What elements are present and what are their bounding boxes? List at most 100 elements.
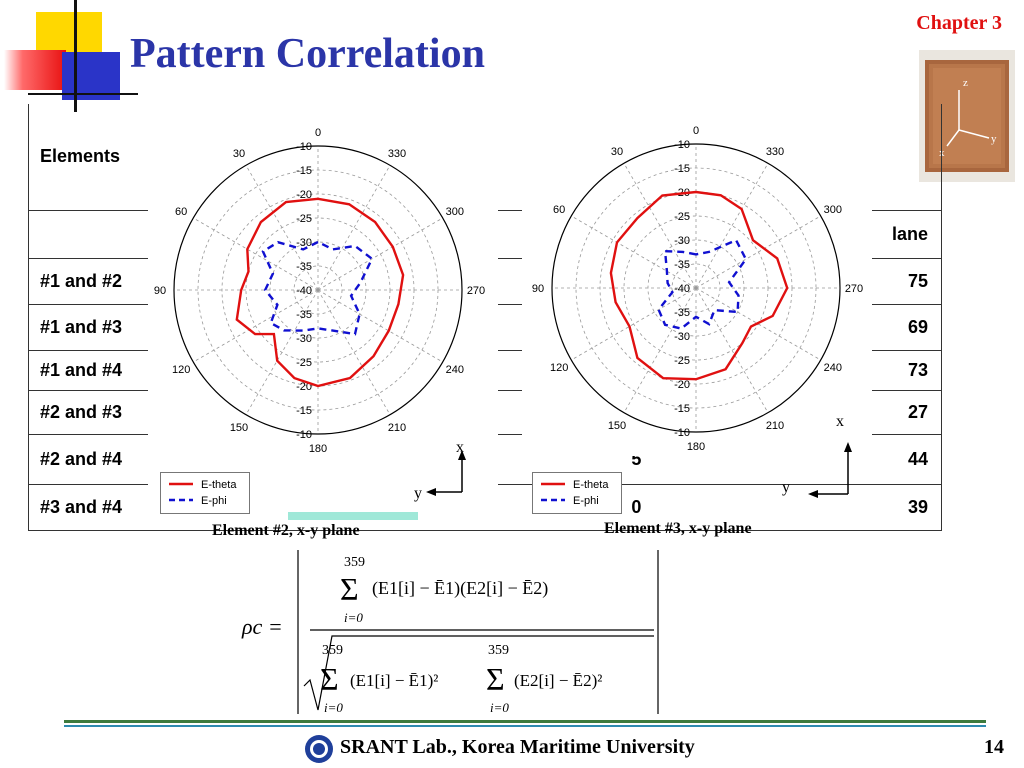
decor-blue-square (62, 52, 120, 100)
polar-spoke (695, 215, 821, 289)
svg-text:Σ: Σ (320, 661, 339, 697)
university-logo-icon (305, 735, 333, 763)
decor-red-square (4, 50, 66, 90)
axis-y-label: y (414, 485, 422, 502)
radial-label: -30 (296, 237, 312, 249)
angle-label: 30 (611, 146, 623, 158)
e-theta-trace (235, 197, 405, 388)
axis-x-label: x (836, 413, 844, 430)
radial-label: -35 (674, 259, 690, 271)
axis-y-label: y (782, 479, 790, 496)
radial-label: -10 (674, 427, 690, 439)
correlation-formula: ρc = 359 Σ i=0 (E1[i] − Ē1)(E2[i] − Ē2) … (241, 550, 659, 715)
angle-label: 330 (766, 146, 784, 158)
radial-label: -30 (674, 331, 690, 343)
svg-text:Σ: Σ (486, 661, 505, 697)
polar-spoke (193, 217, 319, 291)
den-sum2-upper: 359 (488, 643, 509, 658)
radial-label: -15 (674, 163, 690, 175)
radial-label: -25 (674, 355, 690, 367)
legend-element-3: E-theta E-phi (532, 472, 622, 514)
radial-label: -35 (296, 261, 312, 273)
footer-rule-green (64, 720, 986, 723)
radial-label: -15 (296, 405, 312, 417)
polar-spoke (317, 289, 391, 415)
formula-lhs: ρc = (241, 614, 283, 639)
highlight-bar (288, 512, 418, 520)
radial-label: -15 (674, 403, 690, 415)
polar-ring (173, 145, 463, 435)
radial-label: -10 (674, 139, 690, 151)
angle-label: 300 (824, 204, 842, 216)
angle-label: 180 (687, 441, 705, 453)
polar-spoke (623, 287, 697, 413)
table-cell-v2: 39 (651, 483, 942, 531)
svg-text:Σ: Σ (340, 571, 359, 607)
slide-title: Pattern Correlation (130, 31, 485, 77)
angle-label: 150 (608, 420, 626, 432)
photo-axis-y: y (991, 133, 997, 145)
decor-vertical-line (74, 0, 77, 112)
polar-plot-svg: 0 30 60 90 120 150 180 210 240 270 300 330 -10 -10 -15… (532, 125, 863, 453)
radial-label: -35 (674, 307, 690, 319)
radial-label: -25 (674, 211, 690, 223)
radial-label: -40 (296, 285, 312, 297)
angle-label: 180 (309, 443, 327, 455)
photo-axis-x: x (939, 147, 945, 159)
den-sum2-lower: i=0 (490, 700, 509, 715)
angle-label: 150 (230, 422, 248, 434)
polar-spoke (695, 287, 769, 413)
polar-plot-svg: 0 30 60 90 120 150 180 210 240 270 300 330 -10 -10 -15… (154, 127, 485, 455)
e-phi-trace (657, 238, 748, 330)
angle-label: 120 (550, 362, 568, 374)
angle-label: 90 (532, 283, 544, 295)
angle-label: 270 (845, 283, 863, 295)
num-sum-upper: 359 (344, 555, 365, 570)
radial-label: -20 (296, 189, 312, 201)
den-sum1-lower: i=0 (324, 700, 343, 715)
legend-e-phi: E-phi (201, 495, 227, 507)
decor-horizontal-line (28, 93, 138, 95)
angle-label: 60 (175, 206, 187, 218)
polar-plot-element-2: 0 30 60 90 120 150 180 210 240 270 300 330 -10 -10 -15… (148, 116, 498, 488)
legend-e-theta: E-theta (201, 479, 237, 491)
radial-label: -35 (296, 309, 312, 321)
legend-e-phi: E-phi (573, 495, 599, 507)
den-sum1-upper: 359 (322, 643, 343, 658)
angle-label: 120 (172, 364, 190, 376)
e-phi-trace (261, 240, 374, 336)
angle-label: 240 (824, 362, 842, 374)
footer-lab-name: SRANT Lab., Korea Maritime University (340, 736, 695, 758)
xy-axes-icon: x y (414, 439, 466, 502)
photo-axis-z: z (963, 77, 968, 89)
angle-label: 0 (693, 125, 699, 137)
polar-plot-element-3: 0 30 60 90 120 150 180 210 240 270 300 330 -10 -10 -15… (522, 116, 872, 456)
radial-label: -20 (296, 381, 312, 393)
legend-element-2: E-theta E-phi (160, 472, 250, 514)
radial-label: -25 (296, 213, 312, 225)
angle-label: 210 (388, 422, 406, 434)
angle-label: 270 (467, 285, 485, 297)
num-sum-lower: i=0 (344, 610, 363, 625)
radial-label: -10 (296, 429, 312, 441)
angle-label: 210 (766, 420, 784, 432)
radial-label: -20 (674, 379, 690, 391)
formula-den-term1: (E1[i] − Ē1)² (350, 671, 438, 690)
radial-label: -30 (674, 235, 690, 247)
angle-label: 240 (446, 364, 464, 376)
angle-label: 330 (388, 148, 406, 160)
polar-spoke (695, 163, 769, 289)
formula-den-term2: (E2[i] − Ē2)² (514, 671, 602, 690)
angle-label: 60 (553, 204, 565, 216)
caption-element-2: Element #2, x-y plane (212, 522, 360, 539)
polar-ring (551, 143, 841, 433)
radial-label: -25 (296, 357, 312, 369)
angle-label: 30 (233, 148, 245, 160)
angle-label: 90 (154, 285, 166, 297)
legend-e-theta: E-theta (573, 479, 609, 491)
formula-numerator: (E1[i] − Ē1)(E2[i] − Ē2) (372, 578, 548, 599)
footer-rule-blue (64, 725, 986, 727)
radial-label: -30 (296, 333, 312, 345)
angle-label: 300 (446, 206, 464, 218)
axis-x-label: x (456, 439, 464, 456)
